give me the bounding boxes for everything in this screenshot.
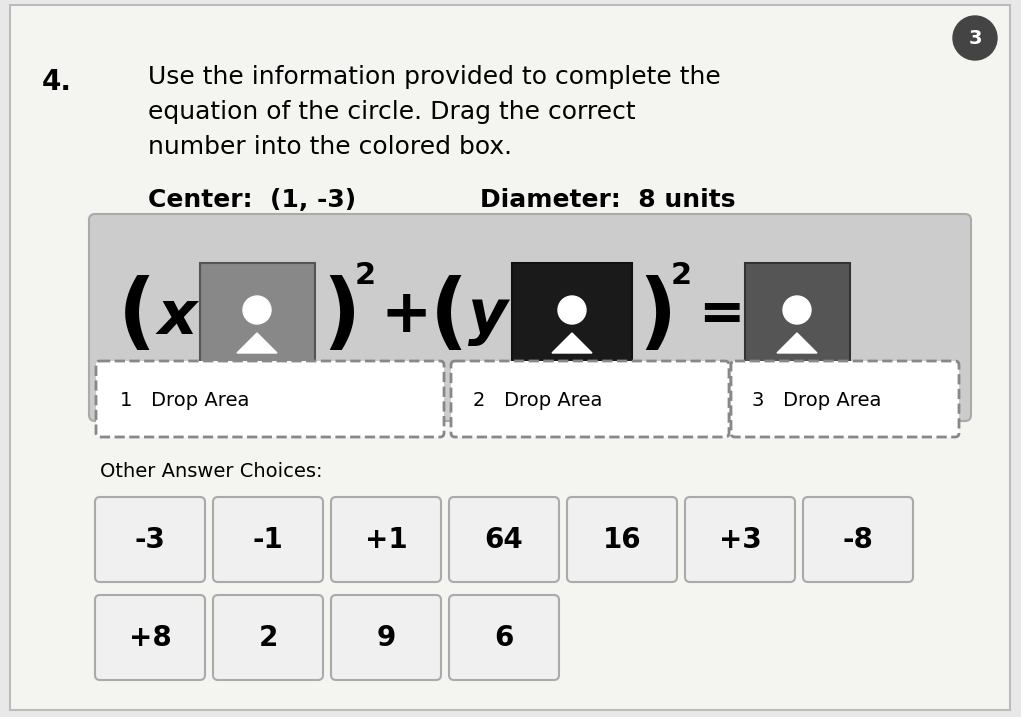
FancyBboxPatch shape xyxy=(331,595,441,680)
Text: -8: -8 xyxy=(842,526,873,554)
Text: ): ) xyxy=(638,275,676,356)
Text: 3   Drop Area: 3 Drop Area xyxy=(752,391,881,409)
FancyBboxPatch shape xyxy=(803,497,913,582)
Text: (: ( xyxy=(118,275,156,356)
FancyBboxPatch shape xyxy=(449,497,560,582)
Circle shape xyxy=(243,296,271,324)
Polygon shape xyxy=(777,333,817,353)
Text: 16: 16 xyxy=(602,526,641,554)
Bar xyxy=(745,263,850,368)
Text: -3: -3 xyxy=(135,526,165,554)
FancyBboxPatch shape xyxy=(213,595,323,680)
Text: +: + xyxy=(380,285,431,344)
Text: +3: +3 xyxy=(719,526,762,554)
FancyBboxPatch shape xyxy=(95,497,205,582)
Text: Center:  (1, -3): Center: (1, -3) xyxy=(148,188,356,212)
Bar xyxy=(512,263,632,368)
Text: =: = xyxy=(698,288,744,342)
Text: 4.: 4. xyxy=(42,68,72,96)
Bar xyxy=(200,263,315,368)
Text: number into the colored box.: number into the colored box. xyxy=(148,135,513,159)
FancyBboxPatch shape xyxy=(331,497,441,582)
Text: 2: 2 xyxy=(258,624,278,652)
FancyBboxPatch shape xyxy=(567,497,677,582)
FancyBboxPatch shape xyxy=(95,595,205,680)
Text: 64: 64 xyxy=(485,526,524,554)
Text: -1: -1 xyxy=(252,526,284,554)
FancyBboxPatch shape xyxy=(213,497,323,582)
Text: ): ) xyxy=(322,275,360,356)
FancyBboxPatch shape xyxy=(451,361,729,437)
Text: Diameter:  8 units: Diameter: 8 units xyxy=(480,188,735,212)
Text: (: ( xyxy=(430,275,468,356)
Circle shape xyxy=(783,296,811,324)
Text: 6: 6 xyxy=(494,624,514,652)
Text: Other Answer Choices:: Other Answer Choices: xyxy=(100,462,323,481)
Circle shape xyxy=(953,16,996,60)
FancyBboxPatch shape xyxy=(685,497,795,582)
Text: 9: 9 xyxy=(377,624,395,652)
Text: 2: 2 xyxy=(355,260,376,290)
Text: x: x xyxy=(158,288,197,346)
Polygon shape xyxy=(552,333,592,353)
Text: 2: 2 xyxy=(671,260,692,290)
FancyBboxPatch shape xyxy=(731,361,959,437)
FancyBboxPatch shape xyxy=(449,595,560,680)
FancyBboxPatch shape xyxy=(89,214,971,421)
Text: Use the information provided to complete the: Use the information provided to complete… xyxy=(148,65,721,89)
Text: 3: 3 xyxy=(968,29,982,47)
Text: equation of the circle. Drag the correct: equation of the circle. Drag the correct xyxy=(148,100,636,124)
Text: y: y xyxy=(468,288,507,346)
Text: +1: +1 xyxy=(364,526,407,554)
Text: +8: +8 xyxy=(129,624,172,652)
Circle shape xyxy=(558,296,586,324)
Text: 1   Drop Area: 1 Drop Area xyxy=(120,391,249,409)
FancyBboxPatch shape xyxy=(10,5,1010,710)
Polygon shape xyxy=(237,333,277,353)
Text: 2   Drop Area: 2 Drop Area xyxy=(473,391,602,409)
FancyBboxPatch shape xyxy=(96,361,444,437)
